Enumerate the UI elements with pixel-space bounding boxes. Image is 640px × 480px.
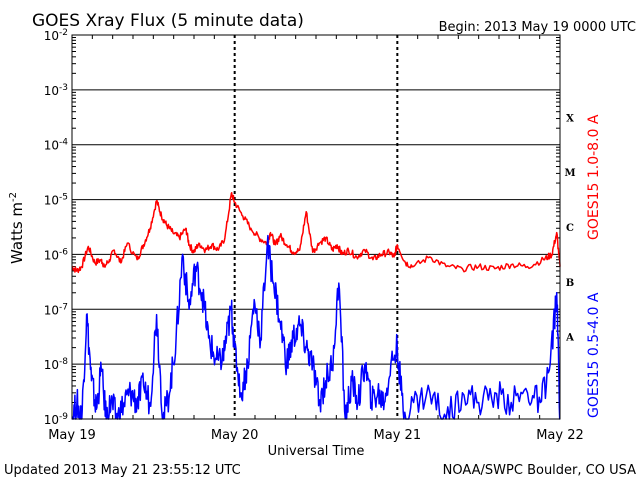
y-tick-base: 10 [44, 248, 59, 262]
series-line-short [71, 234, 561, 420]
updated-timestamp: Updated 2013 May 21 23:55:12 UTC [4, 463, 241, 478]
y-tick-exponent: -3 [59, 83, 68, 93]
y-tick-label: 10-4 [44, 138, 69, 153]
y-tick-exponent: -9 [59, 412, 68, 422]
y-tick-exponent: -5 [59, 193, 68, 203]
flare-class-label: X [566, 113, 574, 124]
y-tick-label: 10-7 [44, 302, 68, 317]
data-series [71, 192, 561, 420]
y-tick-base: 10 [44, 303, 59, 317]
y-tick-base: 10 [44, 84, 59, 98]
flare-class-label: M [564, 168, 575, 179]
flare-class-label: B [566, 278, 574, 289]
y-tick-label: 10-9 [44, 412, 69, 427]
y-tick-label: 10-2 [44, 28, 68, 43]
series-line-long [71, 192, 561, 274]
y-tick-label: 10-8 [44, 357, 69, 372]
y-tick-exponent: -8 [59, 357, 68, 367]
x-tick-label: May 21 [374, 428, 422, 443]
y-tick-base: 10 [44, 139, 59, 153]
x-axis-label: Universal Time [268, 444, 365, 459]
chart-title: GOES Xray Flux (5 minute data) [32, 11, 304, 31]
y-tick-label: 10-5 [44, 193, 68, 208]
legend-long-channel: GOES15 1.0-8.0 A [586, 114, 602, 240]
begin-time: Begin: 2013 May 19 0000 UTC [439, 20, 636, 35]
y-tick-label: 10-3 [44, 83, 68, 98]
y-tick-exponent: -4 [59, 138, 68, 148]
y-tick-exponent: -6 [59, 247, 68, 257]
y-tick-base: 10 [44, 29, 59, 43]
data-credit: NOAA/SWPC Boulder, CO USA [443, 463, 636, 478]
y-tick-base: 10 [44, 413, 59, 427]
grid-lines [72, 35, 560, 419]
x-tick-label: May 22 [536, 428, 584, 443]
flare-class-label: C [566, 223, 574, 234]
y-axis-label: Watts m-2 [8, 192, 26, 264]
y-tick-base: 10 [44, 358, 59, 372]
legend-short-channel: GOES15 0.5-4.0 A [586, 292, 602, 418]
x-tick-label: May 19 [48, 428, 96, 443]
flare-class-label: A [565, 333, 574, 344]
y-tick-exponent: -7 [59, 302, 68, 312]
y-tick-exponent: -2 [59, 28, 68, 38]
plot-frame [71, 34, 561, 420]
y-tick-base: 10 [44, 194, 59, 208]
x-tick-label: May 20 [211, 428, 259, 443]
y-tick-label: 10-6 [44, 247, 69, 262]
